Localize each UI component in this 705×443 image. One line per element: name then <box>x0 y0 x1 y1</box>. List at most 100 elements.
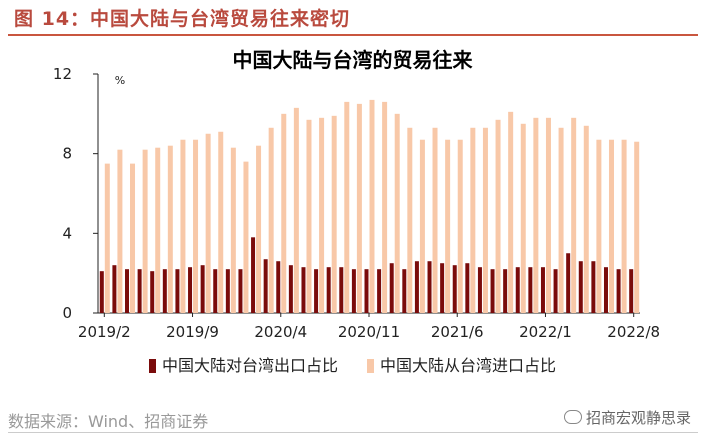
bar-import <box>104 163 110 313</box>
bar-export <box>225 269 230 313</box>
bar-export <box>175 269 180 313</box>
bar-export <box>440 263 445 313</box>
legend: 中国大陆对台湾出口占比 中国大陆从台湾进口占比 <box>0 352 705 376</box>
bar-import <box>419 139 425 313</box>
bar-export <box>465 263 470 313</box>
legend-item-import: 中国大陆从台湾进口占比 <box>367 352 556 376</box>
bar-import <box>193 139 199 313</box>
y-unit-label: % <box>115 74 125 87</box>
bar-import <box>520 123 526 314</box>
bar-import <box>495 119 501 313</box>
chart-title: 中国大陆与台湾的贸易往来 <box>232 48 473 72</box>
bar-export <box>288 265 293 313</box>
bar-export <box>503 269 508 313</box>
x-tick-label: 2020/11 <box>338 323 400 341</box>
bar-export <box>162 269 167 313</box>
bar-export <box>314 269 319 313</box>
bar-import <box>155 147 161 313</box>
bar-import <box>130 163 136 313</box>
legend-label-import: 中国大陆从台湾进口占比 <box>380 356 557 375</box>
bar-export <box>251 237 256 313</box>
bar-import <box>256 145 262 313</box>
bar-import <box>319 117 325 313</box>
bar-export <box>99 271 104 313</box>
bar-export <box>603 267 608 313</box>
x-tick-label: 2019/2 <box>78 323 131 341</box>
bar-import <box>268 127 274 314</box>
bar-import <box>369 99 375 314</box>
bar-export <box>188 267 193 313</box>
bar-import <box>545 117 551 313</box>
legend-swatch-export <box>148 359 156 373</box>
bar-export <box>540 267 545 313</box>
bar-export <box>351 269 356 313</box>
bar-import <box>457 139 463 313</box>
bar-import <box>470 127 476 314</box>
bar-import <box>205 133 211 313</box>
bar-import <box>218 131 224 313</box>
bar-import <box>243 161 249 313</box>
bar-export <box>200 265 205 313</box>
bar-export <box>339 267 344 313</box>
bar-import <box>445 139 451 313</box>
bar-export <box>301 267 306 313</box>
watermark-text: 招商宏观静思录 <box>585 409 691 427</box>
bar-export <box>112 265 117 313</box>
bar-import <box>583 125 589 314</box>
bar-export <box>591 261 596 313</box>
bar-export <box>629 269 634 313</box>
bar-export <box>326 267 331 313</box>
bar-import <box>281 113 287 313</box>
bar-export <box>490 269 495 313</box>
x-tick-label: 2022/8 <box>607 323 660 341</box>
y-tick-label: 0 <box>62 304 72 322</box>
bar-import <box>356 103 362 313</box>
bar-import <box>432 127 438 314</box>
bar-import <box>407 127 413 314</box>
bar-import <box>230 147 236 313</box>
bar-export <box>427 261 432 313</box>
x-tick-label: 2022/1 <box>519 323 572 341</box>
bar-export <box>137 269 142 313</box>
bar-export <box>452 265 457 313</box>
bar-export <box>276 261 281 313</box>
bar-export <box>477 267 482 313</box>
bottom-rule <box>8 432 698 433</box>
bar-export <box>238 269 243 313</box>
bar-import <box>167 145 173 313</box>
bar-import <box>533 117 539 313</box>
bar-import <box>306 119 312 313</box>
bar-export <box>616 269 621 313</box>
bar-export <box>578 261 583 313</box>
title-rule <box>8 34 698 36</box>
x-tick-label: 2020/4 <box>254 323 307 341</box>
bar-import <box>382 101 388 313</box>
bar-export <box>515 267 520 313</box>
bar-import <box>293 107 299 313</box>
bar-import <box>180 139 186 313</box>
y-tick-label: 8 <box>62 145 72 163</box>
bar-import <box>621 139 627 313</box>
bar-export <box>566 253 571 313</box>
bar-import <box>394 113 400 313</box>
bar-export <box>528 267 533 313</box>
bar-export <box>389 263 394 313</box>
source-note: 数据来源：Wind、招商证券 <box>8 412 209 431</box>
bar-import <box>508 111 514 313</box>
x-tick-label: 2021/6 <box>431 323 484 341</box>
wechat-icon <box>563 410 582 424</box>
bar-export <box>263 259 268 313</box>
bar-export <box>553 269 558 313</box>
bar-import <box>331 115 337 313</box>
y-tick-label: 12 <box>53 65 72 83</box>
bar-chart: 0 4 8 12 % 2019/2 2019/9 2020/4 2020/11 2021/6 202… <box>53 65 660 341</box>
bar-import <box>634 141 640 313</box>
watermark: 招商宏观静思录 <box>563 407 691 428</box>
legend-label-export: 中国大陆对台湾出口占比 <box>161 356 338 375</box>
bar-import <box>608 139 614 313</box>
bar-export <box>213 269 218 313</box>
bar-export <box>125 269 130 313</box>
bar-import <box>571 117 577 313</box>
figure-label: 图 14：中国大陆与台湾贸易往来密切 <box>14 8 351 30</box>
bar-import <box>142 149 148 313</box>
